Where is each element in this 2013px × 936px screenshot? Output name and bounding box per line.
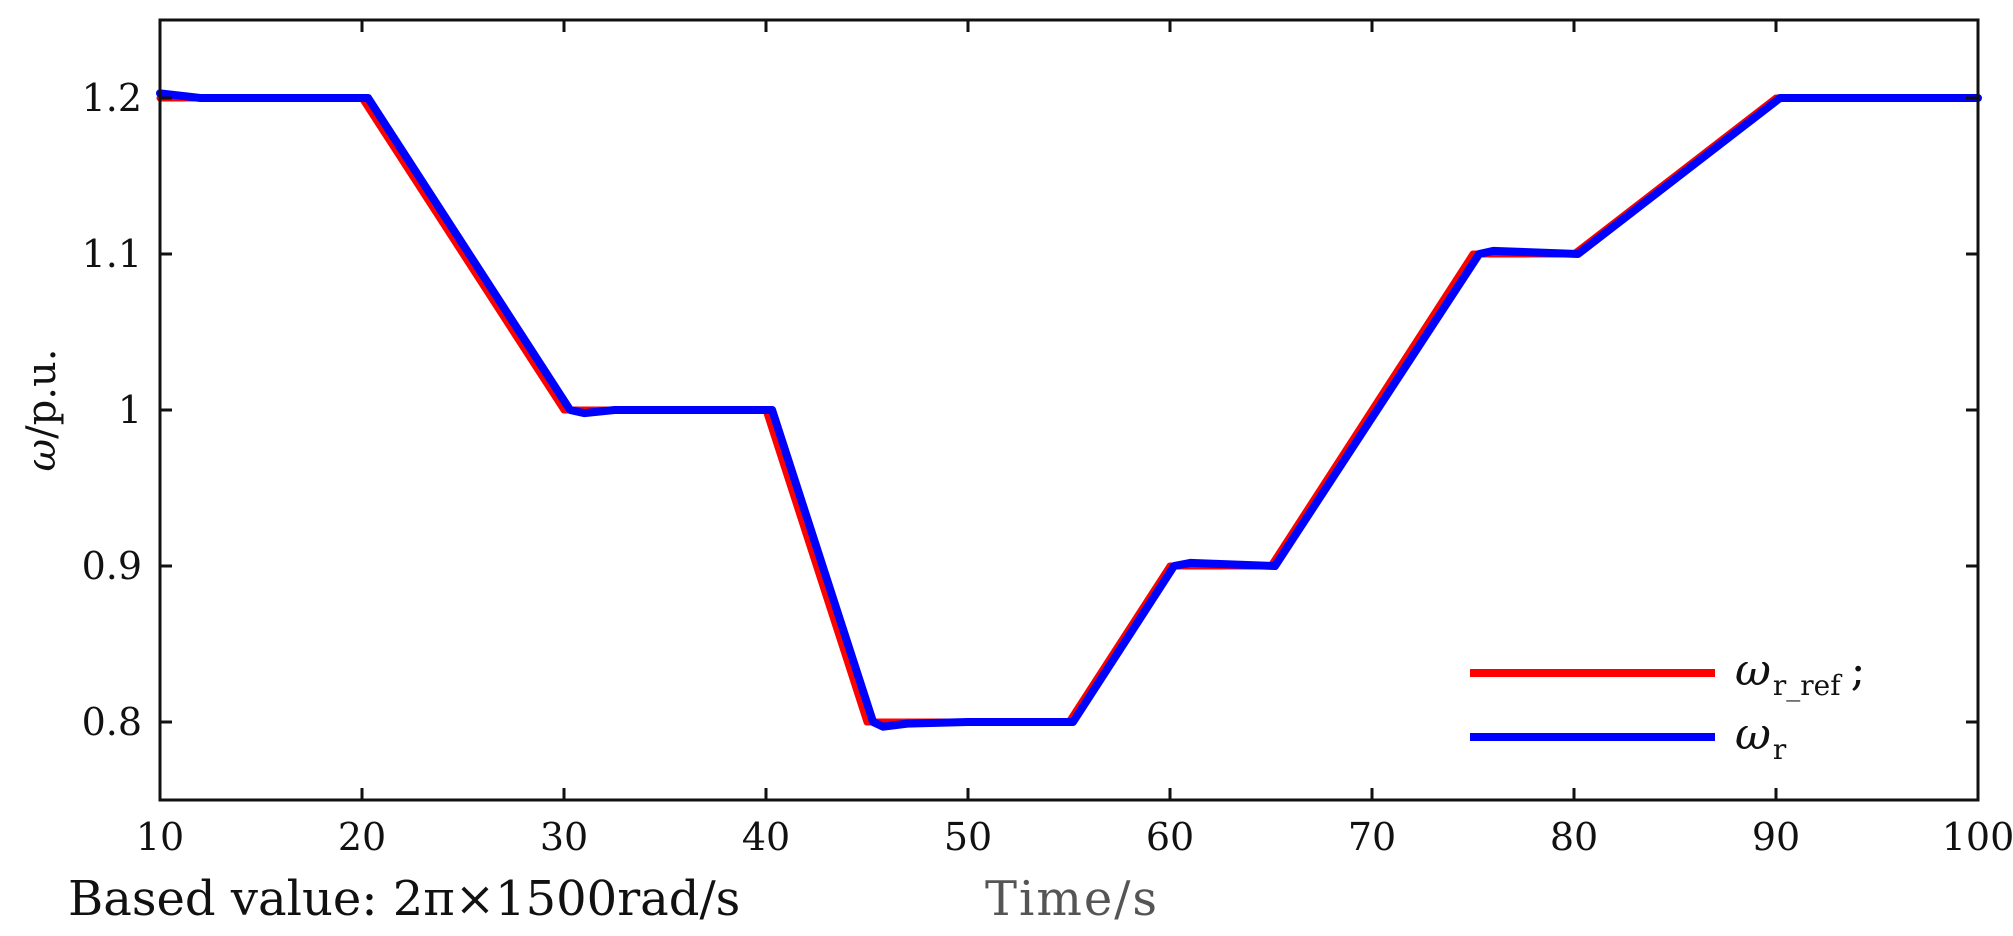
x-tick-label: 20 (338, 815, 386, 859)
x-tick-label: 30 (540, 815, 588, 859)
y-tick-label: 1.2 (82, 76, 142, 120)
legend: ωr_ref; ωr (1470, 645, 1865, 766)
legend-label-omega-r-subscript: r (1773, 733, 1787, 766)
y-axis-label-unit: /p.u. (19, 349, 65, 439)
x-tick-label: 60 (1146, 815, 1194, 859)
series-line-omega-r (156, 89, 1982, 731)
x-tick-label: 50 (944, 815, 992, 859)
series-layer (156, 89, 1982, 731)
x-tick-label: 80 (1550, 815, 1598, 859)
tick-layer: 10 20 30 40 50 60 70 80 90 100 0.8 0.9 1 1.1 1.2 (82, 20, 2013, 859)
x-tick-label: 70 (1348, 815, 1396, 859)
y-tick-label: 0.9 (82, 544, 142, 588)
y-tick-label: 0.8 (82, 700, 142, 744)
legend-label-omega-r-symbol: ω (1735, 709, 1771, 760)
legend-label-omega-r: ωr (1735, 709, 1787, 766)
x-tick-label: 90 (1752, 815, 1800, 859)
legend-label-omega-r-ref-subscript: r_ref (1773, 669, 1843, 702)
x-tick-label: 40 (742, 815, 790, 859)
legend-label-omega-r-ref-suffix: ; (1851, 645, 1866, 696)
legend-label-omega-r-ref-symbol: ω (1735, 645, 1771, 696)
legend-label-omega-r-ref: ωr_ref; (1735, 645, 1865, 702)
x-axis-label: Time/s (985, 871, 1159, 927)
y-axis-label: ω/p.u. (19, 349, 65, 472)
x-tick-label: 10 (136, 815, 184, 859)
y-axis-label-symbol: ω (19, 439, 65, 472)
y-tick-label: 1.1 (82, 232, 142, 276)
x-tick-label: 100 (1942, 815, 2013, 859)
y-tick-label: 1 (118, 388, 142, 432)
base-value-note: Based value: 2π×1500rad/s (68, 871, 740, 927)
